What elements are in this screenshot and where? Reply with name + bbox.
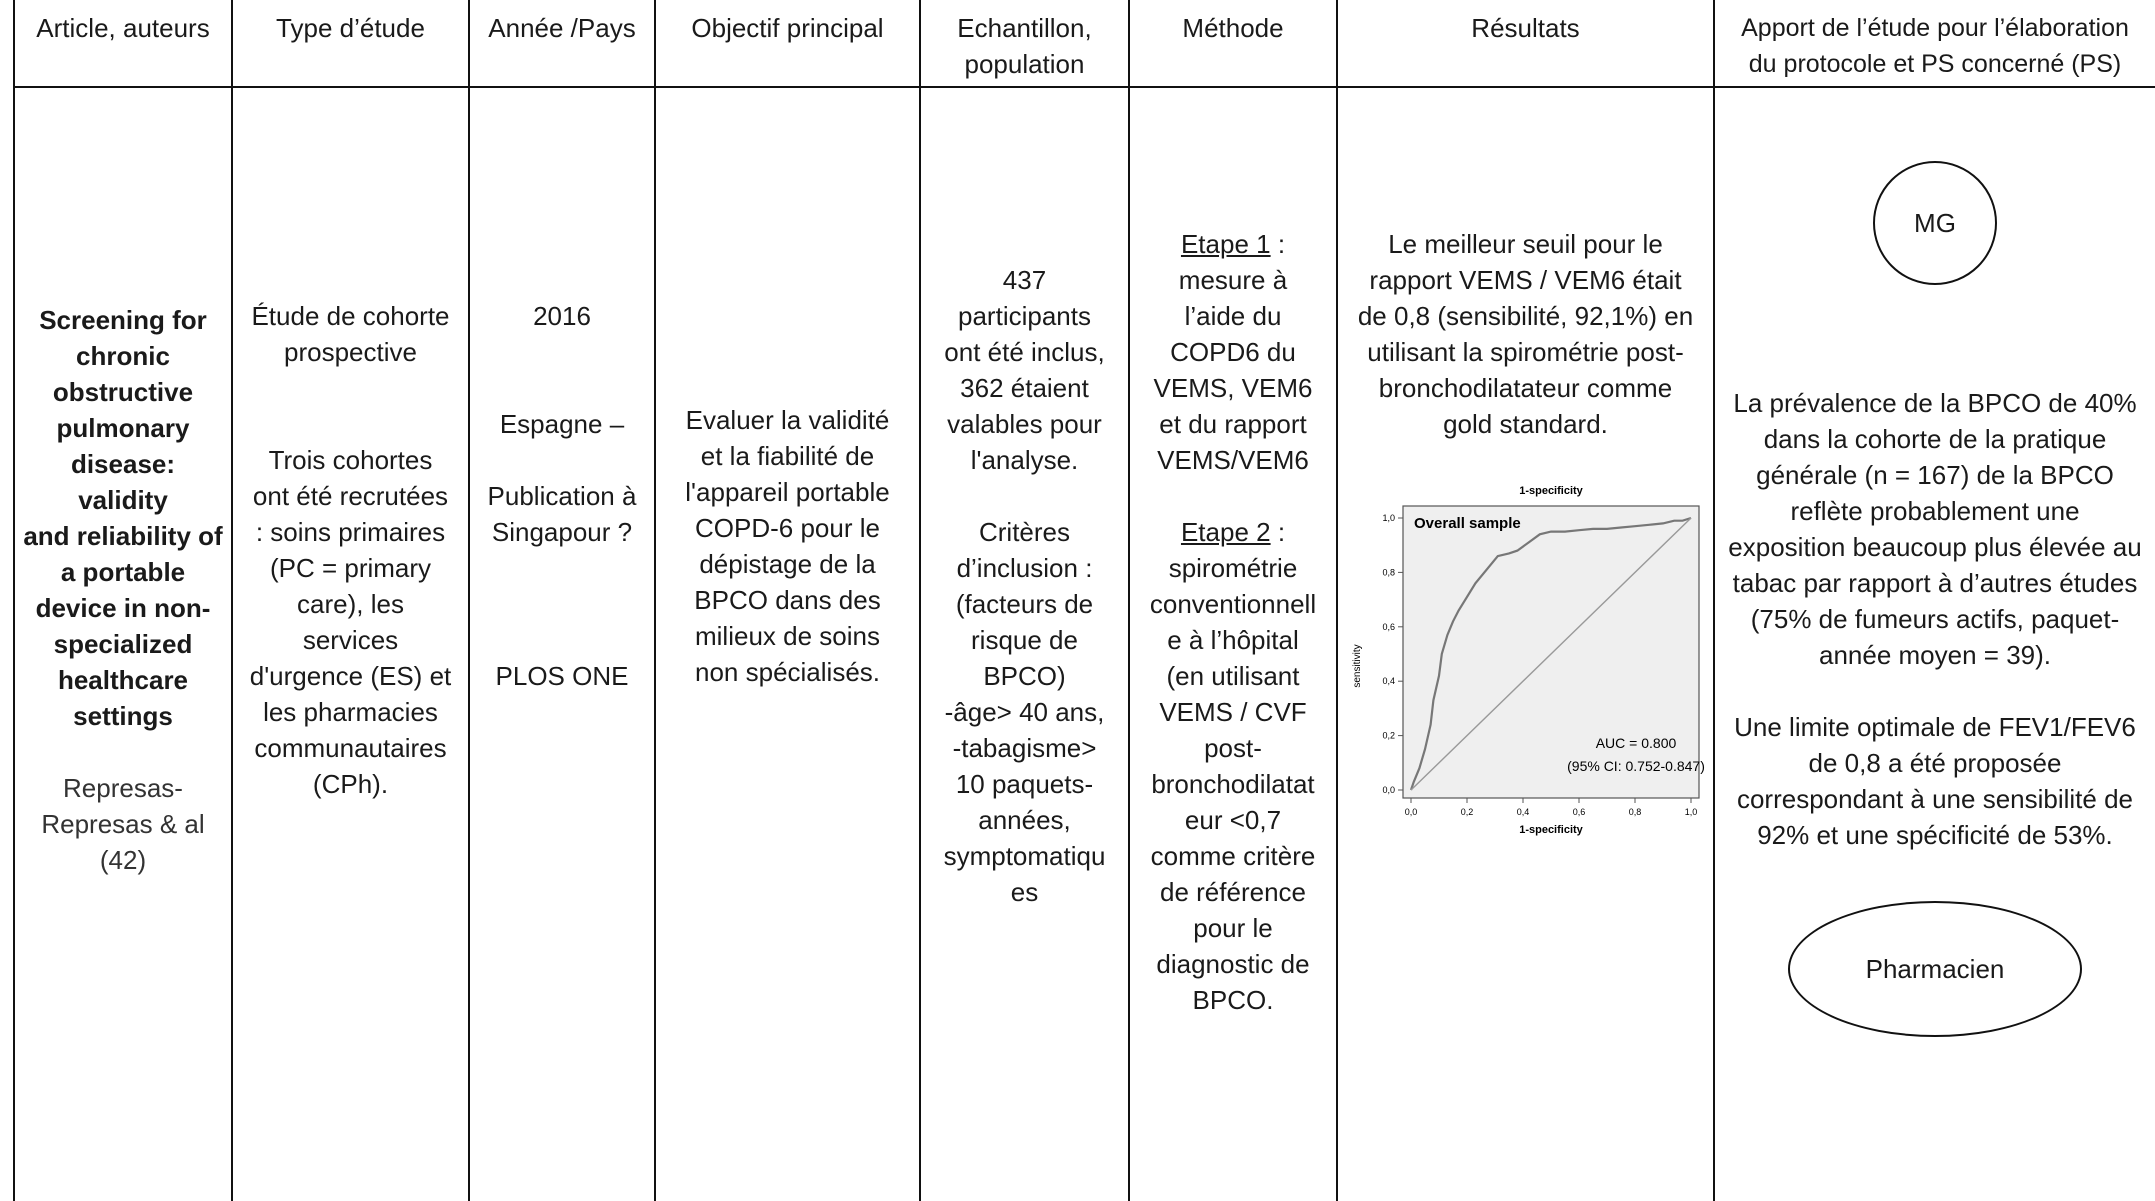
y-axis-label: sensitivity [1352, 644, 1363, 687]
etape-1-text: mesure à l’aide du COPD6 du VEMS, VEM6 et du… [1153, 265, 1313, 475]
column-divider [231, 0, 233, 1201]
column-divider [1713, 0, 1715, 1201]
column-divider [1336, 0, 1338, 1201]
header-objectif: Objectif principal [691, 13, 884, 43]
chart-series [1409, 516, 1691, 791]
y-tick-label: 0,6 [1382, 622, 1395, 632]
study-cohorts: Trois cohortes ont été recrutées: soins p… [249, 445, 452, 799]
y-tick-label: 0,4 [1382, 676, 1395, 686]
table-border-left [13, 0, 15, 1201]
header-apport: Apport de l’étude pour l’élaboration du p… [1741, 14, 2129, 78]
objective-text: Evaluer la validité et la fiabilité de l'a… [685, 405, 890, 687]
cell-annee: 2016 Espagne – Publication à Singapour ? … [470, 88, 654, 1201]
etape-2-heading: Etape 2 : [1180, 517, 1286, 547]
header-type: Type d’étude [276, 13, 425, 43]
x-tick-label: 0,4 [1516, 807, 1529, 817]
x-tick-label: 1,0 [1684, 807, 1697, 817]
roc-curve-line [1409, 516, 1691, 791]
x-axis-label: 1-specificity [1519, 824, 1583, 836]
header-article: Article, auteurs [36, 13, 210, 43]
publication-place: Publication à Singapour ? [487, 481, 637, 547]
literature-table: Article, auteurs Type d’étude Année /Pay… [13, 0, 2155, 1201]
etape-1-heading: Etape 1 : [1180, 229, 1286, 259]
cell-objectif: Evaluer la validité et la fiabilité de l'a… [656, 88, 919, 1201]
header-annee: Année /Pays [488, 13, 636, 43]
year: 2016 [533, 301, 591, 331]
y-tick-label: 0,0 [1382, 785, 1395, 795]
cell-methode: Etape 1 : mesure à l’aide du COPD6 du VEMS,… [1130, 88, 1336, 1201]
etape-2-text: spirométrie conventionnell e à l’hôpital (e… [1149, 553, 1317, 1015]
journal: PLOS ONE [495, 661, 629, 691]
cell-apport: MG La prévalence de la BPCO de 40% dans l… [1715, 88, 2155, 1201]
x-tick-label: 0,8 [1628, 807, 1641, 817]
header-divider [13, 86, 2155, 88]
study-type: Étude de cohorte prospective [251, 301, 450, 367]
pharmacien-label: Pharmacien [1865, 954, 2005, 984]
cell-echantillon: 437 participants ont été inclus, 362 étaien… [921, 88, 1128, 1201]
cell-type: Étude de cohorte prospective Trois cohort… [233, 88, 468, 1201]
header-methode: Méthode [1182, 13, 1284, 43]
y-tick-label: 0,2 [1382, 731, 1395, 741]
ci-label: (95% CI: 0.752-0.847) [1567, 758, 1705, 774]
header-echantillon: Echantillon, population [957, 13, 1092, 79]
cell-resultats: Le meilleur seuil pour le rapport VEMS / … [1338, 88, 1713, 1201]
pharmacien-ellipse: Pharmacien [1788, 901, 2082, 1037]
header-resultats: Résultats [1471, 13, 1580, 43]
column-divider [919, 0, 921, 1201]
roc-curve-chart: 1-specificity Overall sample sensitivity… [1352, 485, 1705, 836]
apport-prevalence: La prévalence de la BPCO de 40% dans la c… [1728, 388, 2142, 670]
article-title: Screening for chronic obstructive pulmonary… [23, 305, 223, 731]
article-authors: Represas- Represas & al (42) [41, 773, 205, 875]
cell-article: Screening for chronic obstructive pulmonary… [15, 88, 231, 1201]
inclusion-criteria: Critères d’inclusion : (facteurs de risque … [943, 517, 1106, 907]
column-divider [468, 0, 470, 1201]
axis-ticks: 0,0 0,2 0,4 0,6 0,8 1,0 0,0 0,2 0,4 0,6 0,8 1,0 [1382, 513, 1697, 817]
results-text: Le meilleur seuil pour le rapport VEMS / … [1357, 229, 1694, 439]
chart-top-label: 1-specificity [1519, 485, 1583, 497]
mg-label: MG [1914, 208, 1956, 238]
y-tick-label: 1,0 [1382, 513, 1395, 523]
x-tick-label: 0,2 [1460, 807, 1473, 817]
sample-size: 437 participants ont été inclus, 362 étaien… [944, 265, 1105, 475]
chart-title: Overall sample [1414, 515, 1521, 532]
mg-circle: MG [1873, 161, 1997, 285]
column-divider [1128, 0, 1130, 1201]
y-tick-label: 0,8 [1382, 567, 1395, 577]
reference-diagonal-line [1410, 517, 1691, 791]
country: Espagne – [499, 409, 625, 439]
apport-limite: Une limite optimale de FEV1/FEV6 de 0,8 a… [1734, 712, 2136, 850]
column-divider [654, 0, 656, 1201]
x-tick-label: 0,6 [1572, 807, 1585, 817]
auc-label: AUC = 0.800 [1595, 735, 1676, 751]
x-tick-label: 0,0 [1404, 807, 1417, 817]
